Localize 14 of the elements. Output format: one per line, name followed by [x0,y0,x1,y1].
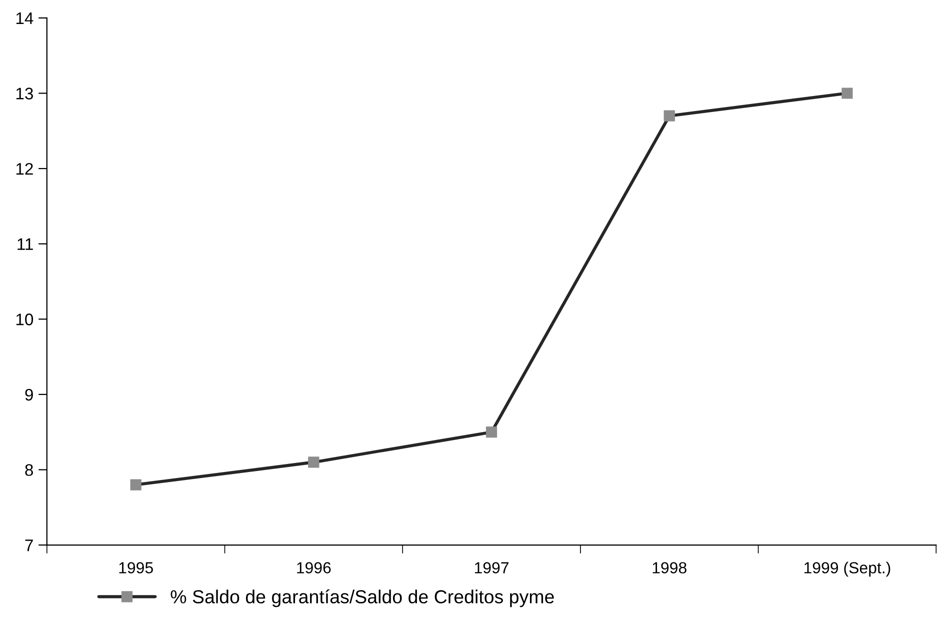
x-tick-label: 1999 (Sept.) [804,562,890,577]
x-tick-label: 1998 [652,562,686,574]
y-tick-label: 10 [16,314,34,326]
y-tick-label: 14 [16,12,34,24]
y-tick-label: 12 [16,162,33,175]
y-tick-label: 9 [25,388,33,401]
y-tick-label: 13 [16,88,33,100]
y-tick-label: 7 [25,540,33,552]
legend-label: % Saldo de garantías/Saldo de Creditos pyme [170,589,554,608]
y-tick-label: 8 [25,464,33,476]
x-tick-label: 1995 [119,562,153,574]
y-tick-label: 11 [18,238,33,250]
x-tick-label: 1997 [474,562,508,574]
x-tick-label: 1996 [297,562,331,574]
